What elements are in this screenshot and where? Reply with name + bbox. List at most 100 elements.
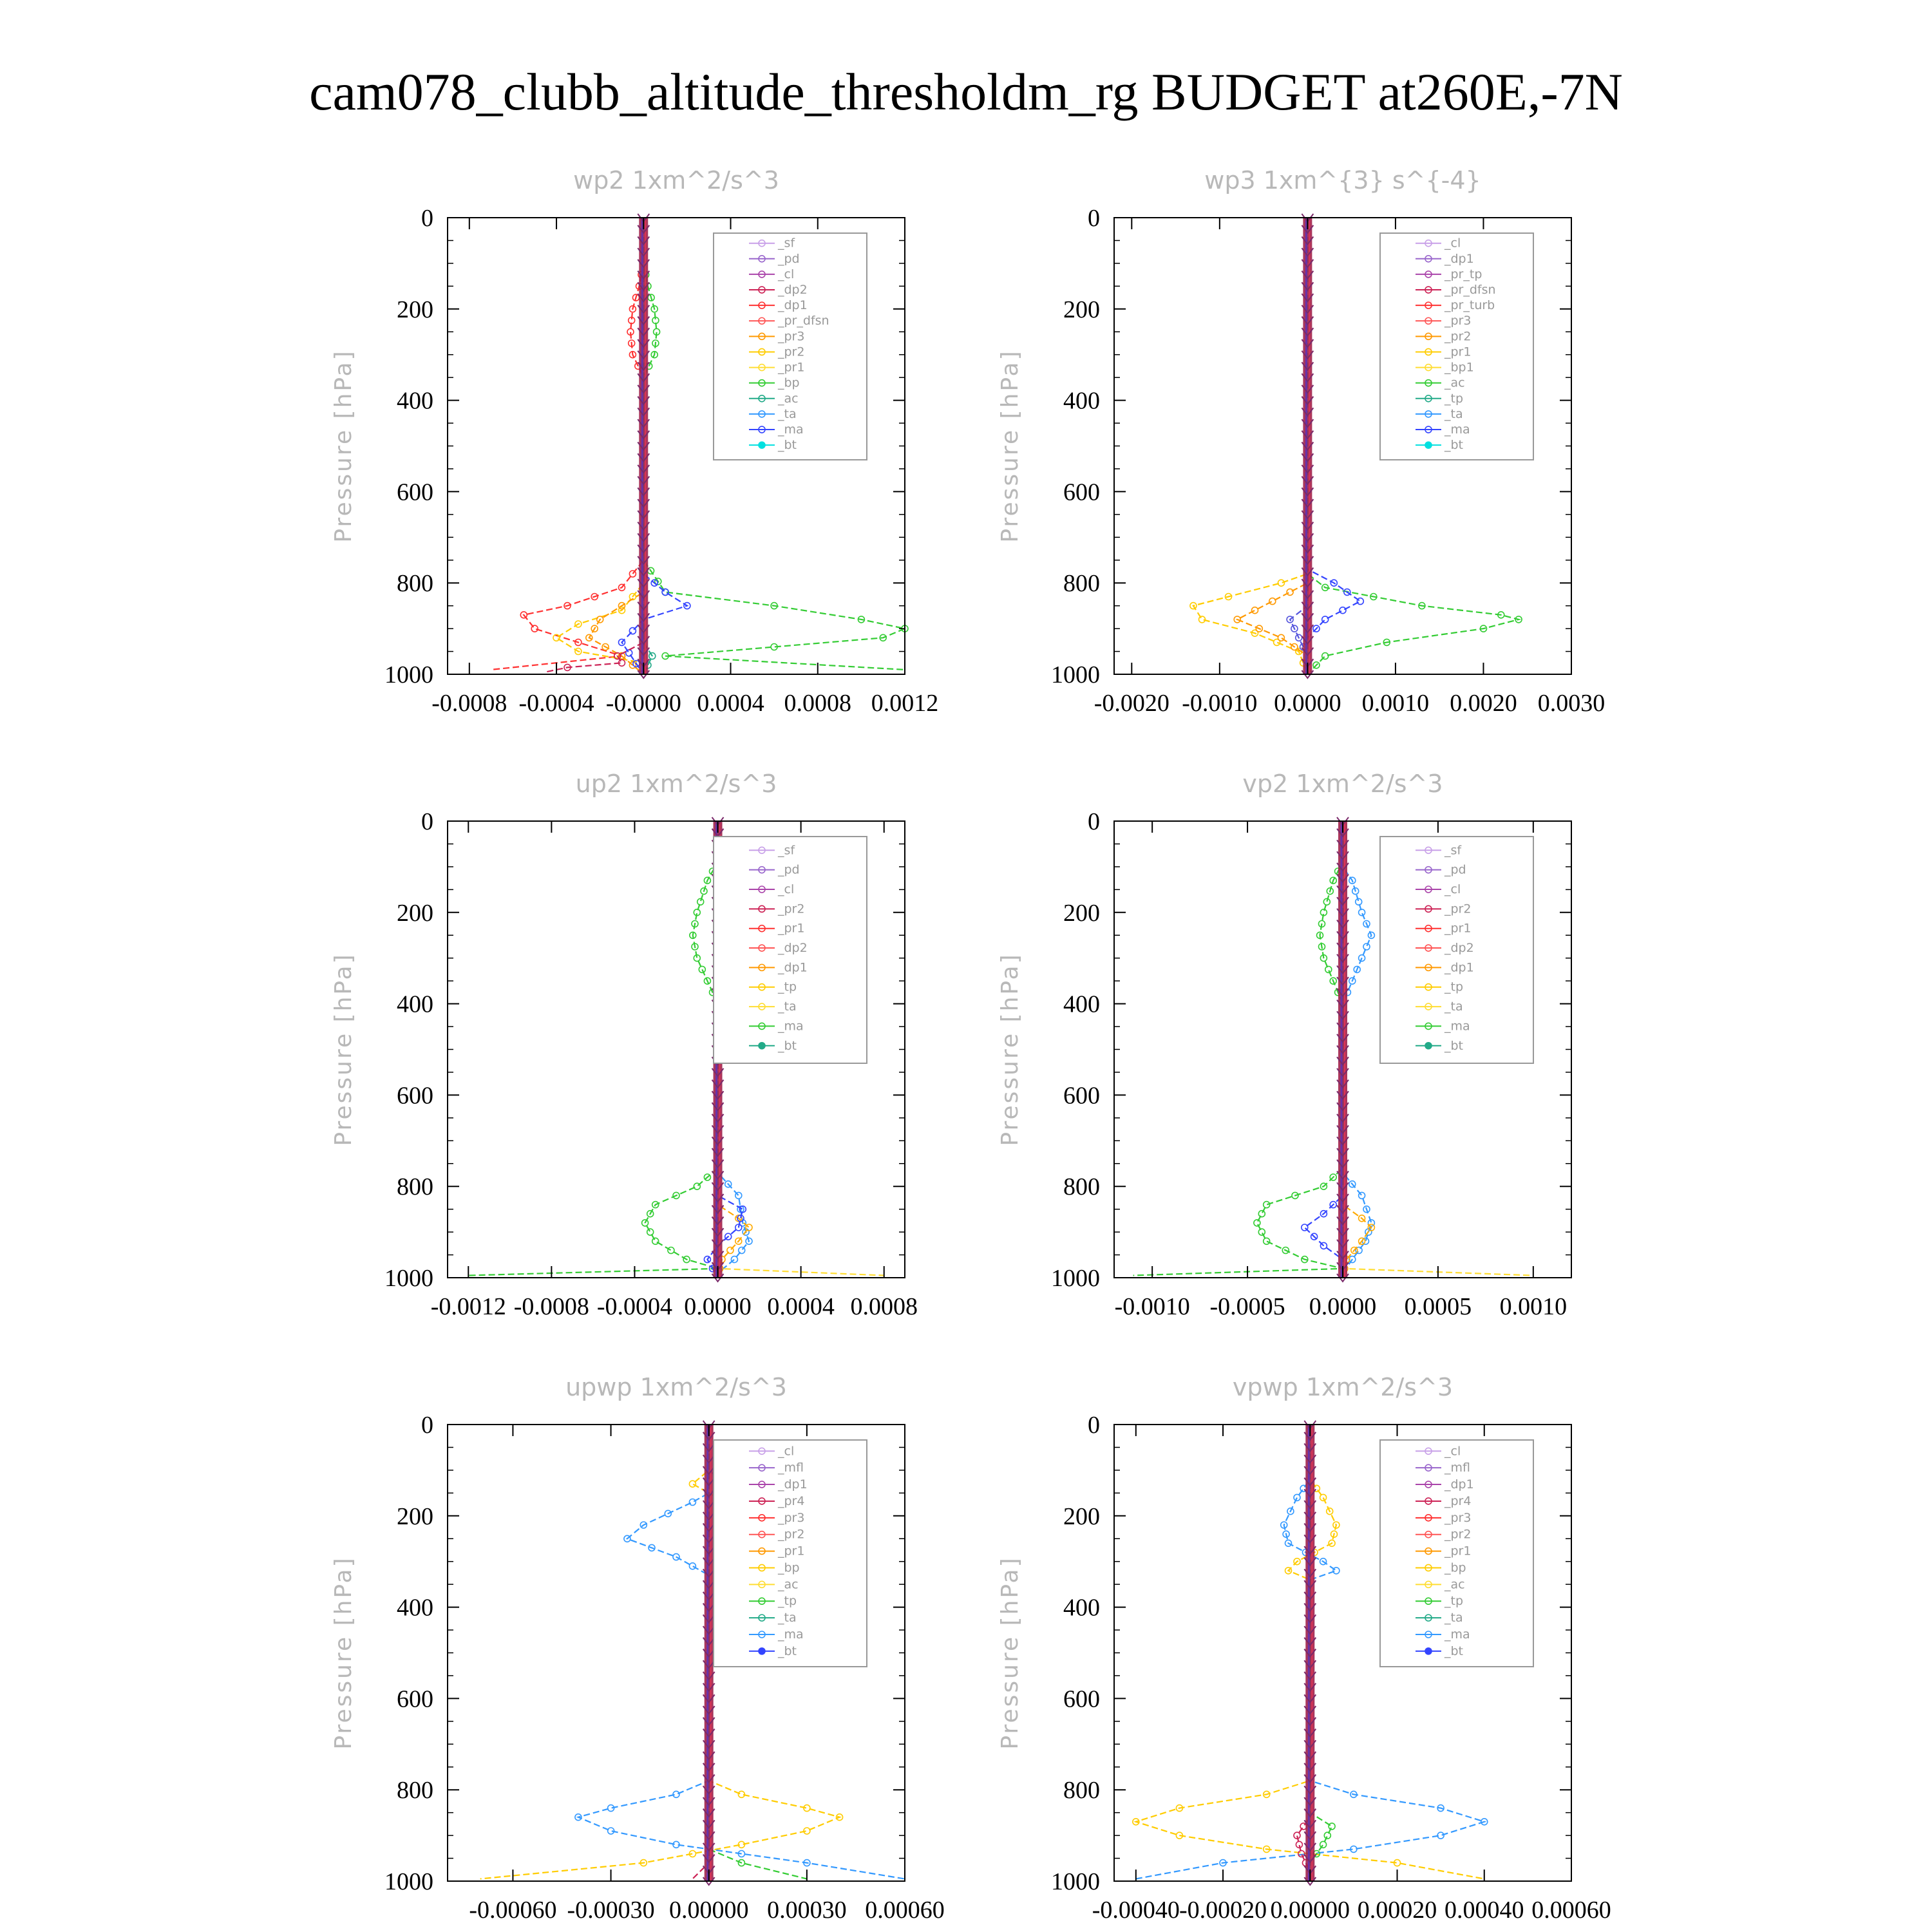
legend-swatch-marker — [1425, 1481, 1432, 1488]
data-point — [591, 592, 599, 601]
data-point — [650, 579, 659, 587]
overlap-marker — [702, 1637, 715, 1647]
overlap-marker — [702, 1683, 715, 1692]
overlap-marker — [1336, 1079, 1349, 1089]
legend-swatch-marker — [758, 1481, 766, 1488]
overlap-marker — [1303, 1853, 1317, 1864]
overlap-marker — [1301, 624, 1314, 634]
legend-swatch-marker — [758, 1597, 766, 1605]
overlap-marker — [1303, 1671, 1317, 1681]
data-point — [574, 620, 582, 628]
data-point — [1354, 898, 1363, 906]
overlap-marker — [1303, 1546, 1317, 1555]
x-tick-label: -0.00040 — [1092, 1897, 1180, 1924]
data-point — [1273, 638, 1281, 647]
y-tick-label: 400 — [1063, 388, 1100, 415]
overlap-marker — [637, 498, 650, 508]
panel-title: wp2 1xm^2/s^3 — [573, 166, 779, 194]
overlap-marker — [1336, 1193, 1349, 1203]
y-tick-label: 200 — [397, 296, 433, 323]
series-line-_dp1 — [491, 218, 645, 670]
legend-swatch-marker — [1425, 905, 1432, 913]
legend-frame — [1379, 232, 1534, 460]
overlap-marker — [1301, 521, 1314, 531]
overlap-marker — [637, 316, 650, 326]
overlap-marker — [1303, 1797, 1317, 1806]
legend-swatch-marker — [1425, 1041, 1432, 1050]
overlap-marker — [702, 1831, 715, 1841]
legend-entry: _bt — [777, 438, 797, 452]
data-point — [1318, 920, 1326, 928]
x-tick-label: 0.00000 — [669, 1897, 749, 1924]
overlap-marker — [702, 1808, 715, 1818]
legend-entry: _ta — [1444, 407, 1463, 421]
overlap-marker — [1301, 293, 1314, 303]
overlap-marker — [702, 1717, 715, 1727]
overlap-marker — [1303, 1774, 1317, 1784]
legend-swatch-marker — [758, 1497, 766, 1505]
legend-entry: _tp — [777, 1594, 797, 1608]
y-tick-label: 1000 — [1051, 1265, 1100, 1292]
data-point — [1189, 601, 1197, 610]
data-point — [672, 1191, 680, 1200]
legend-entry: _tp — [1444, 392, 1463, 406]
overlap-marker — [1303, 1705, 1317, 1715]
panel-title: vp2 1xm^2/s^3 — [1242, 770, 1443, 798]
overlap-marker — [1303, 1785, 1317, 1795]
y-tick-label: 400 — [397, 991, 433, 1018]
overlap-marker — [702, 1534, 715, 1544]
overlap-marker — [637, 305, 650, 314]
legend-swatch-marker — [758, 1547, 766, 1555]
data-point — [745, 1224, 753, 1231]
data-point — [1175, 1832, 1184, 1839]
series-line-_tp — [1307, 218, 1362, 674]
data-point — [1325, 965, 1332, 974]
legend-entry: _pr2 — [777, 345, 804, 359]
legend-entry: _dp1 — [1444, 1477, 1474, 1492]
x-tick-label: -0.0004 — [597, 1293, 672, 1320]
overlap-marker — [711, 1136, 724, 1146]
y-tick-label: 200 — [397, 1503, 433, 1530]
y-tick-label: 600 — [1063, 1685, 1100, 1712]
overlap-marker — [1303, 1683, 1317, 1692]
x-tick-label: 0.00030 — [767, 1897, 847, 1924]
series-line-_dp1 — [468, 821, 719, 1276]
data-point — [691, 920, 699, 928]
data-point — [737, 1205, 744, 1213]
legend-swatch-marker — [758, 1464, 766, 1472]
data-point — [1301, 1224, 1309, 1231]
y-axis-label: Pressure [hPa] — [997, 349, 1023, 542]
overlap-marker — [1336, 965, 1349, 975]
overlap-marker — [1336, 862, 1349, 872]
data-point — [1293, 1557, 1301, 1566]
data-point — [1262, 1200, 1271, 1209]
data-point — [1358, 1237, 1366, 1245]
overlap-marker — [1303, 1591, 1317, 1601]
data-point — [1358, 954, 1366, 962]
data-point — [1363, 1205, 1370, 1213]
data-point — [1323, 1832, 1332, 1839]
data-point — [625, 649, 633, 657]
legend-swatch-marker — [758, 317, 766, 325]
data-point — [1262, 1237, 1271, 1245]
legend-swatch-marker — [758, 1514, 766, 1522]
overlap-marker — [702, 1728, 715, 1738]
y-tick-label: 1000 — [384, 1868, 433, 1895]
data-point — [1312, 625, 1320, 632]
legend: _cl _mfl _dp1 _pr4 _pr3 _pr2 _pr1 _bp _ac _tp _ta _… — [1379, 1439, 1534, 1667]
data-point — [520, 611, 528, 619]
overlap-marker — [1301, 464, 1314, 474]
data-point — [1350, 1845, 1358, 1853]
overlap-marker — [1301, 236, 1314, 246]
data-point — [607, 1827, 615, 1835]
overlap-marker — [1303, 1432, 1317, 1441]
x-tick-label: -0.0005 — [1210, 1293, 1285, 1320]
overlap-marker — [1303, 1603, 1317, 1613]
y-tick-label: 1000 — [1051, 661, 1100, 688]
legend-swatch-marker — [758, 866, 766, 874]
data-point — [1323, 898, 1331, 906]
data-point — [1269, 597, 1276, 605]
data-point — [650, 350, 659, 359]
legend-frame — [713, 1439, 867, 1667]
overlap-marker — [637, 339, 650, 348]
